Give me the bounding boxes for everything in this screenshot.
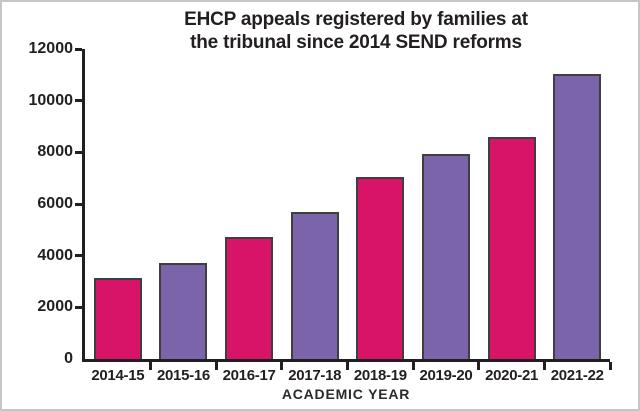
x-axis-tick bbox=[477, 362, 481, 370]
x-axis-tick bbox=[280, 362, 284, 370]
y-axis-tick bbox=[75, 47, 82, 51]
x-axis-tick bbox=[346, 362, 349, 370]
chart-title: EHCP appeals registered by families at t… bbox=[80, 8, 632, 54]
bar-2014-15 bbox=[93, 278, 142, 359]
y-axis-label: 12000 bbox=[28, 40, 74, 57]
y-axis-tick bbox=[75, 202, 82, 206]
y-axis-label: 8000 bbox=[37, 143, 73, 161]
y-axis-tick bbox=[75, 99, 82, 103]
x-axis-label: 2016-17 bbox=[222, 367, 276, 384]
y-axis-label: 4000 bbox=[37, 246, 73, 264]
x-axis-label: 2021-22 bbox=[550, 367, 604, 384]
bar-2020-21 bbox=[487, 137, 536, 359]
bar-2016-17 bbox=[225, 237, 274, 359]
x-axis-tick bbox=[214, 362, 218, 370]
x-axis-label: 2019-20 bbox=[419, 367, 473, 384]
bar-2017-18 bbox=[290, 212, 339, 359]
y-axis-tick bbox=[75, 150, 82, 154]
x-axis-tick bbox=[608, 362, 612, 370]
y-axis-label: 10000 bbox=[28, 91, 74, 109]
bar-2021-22 bbox=[553, 74, 602, 359]
x-axis-label: 2015-16 bbox=[156, 367, 210, 384]
plot-area: 0 2000 4000 6000 8000 10000 12000 2014-15 2015-1… bbox=[29, 40, 612, 384]
bar-2018-19 bbox=[356, 177, 405, 359]
y-axis-tick bbox=[75, 254, 82, 258]
x-axis-label: 2014-15 bbox=[91, 367, 145, 384]
x-axis-label: 2020-21 bbox=[485, 367, 539, 384]
bar-2015-16 bbox=[159, 263, 208, 359]
bar-2019-20 bbox=[421, 154, 470, 359]
chart-title-line1: EHCP appeals registered by families at bbox=[184, 9, 528, 30]
y-axis-label: 6000 bbox=[37, 195, 73, 212]
y-axis-label: 0 bbox=[64, 350, 73, 367]
y-axis-label: 2000 bbox=[37, 298, 73, 316]
chart-title-line2: the tribunal since 2014 SEND reforms bbox=[190, 32, 522, 53]
x-axis-tick bbox=[542, 362, 546, 370]
y-axis-tick bbox=[75, 305, 82, 309]
x-axis-title: ACADEMIC YEAR bbox=[281, 386, 411, 402]
x-axis-label: 2017-18 bbox=[288, 367, 342, 384]
x-axis-label: 2018-19 bbox=[353, 367, 407, 384]
x-axis-tick bbox=[411, 362, 415, 370]
x-axis-tick bbox=[149, 362, 153, 370]
